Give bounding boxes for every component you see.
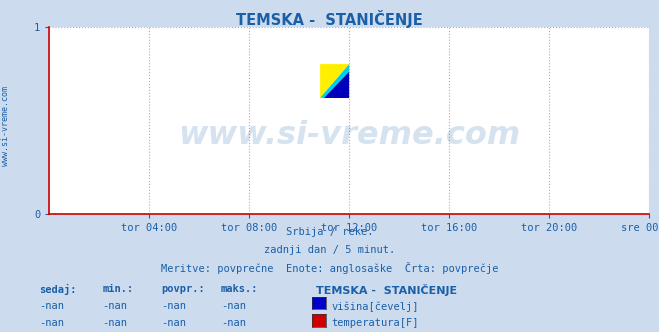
- Text: -nan: -nan: [221, 301, 246, 311]
- Text: www.si-vreme.com: www.si-vreme.com: [1, 86, 10, 166]
- Text: TEMSKA -  STANIČENJE: TEMSKA - STANIČENJE: [316, 284, 457, 296]
- Text: -nan: -nan: [102, 318, 127, 328]
- Text: maks.:: maks.:: [221, 284, 258, 294]
- Text: min.:: min.:: [102, 284, 133, 294]
- Text: višina[čevelj]: višina[čevelj]: [331, 301, 419, 312]
- Text: TEMSKA -  STANIČENJE: TEMSKA - STANIČENJE: [236, 10, 423, 28]
- Text: -nan: -nan: [161, 301, 186, 311]
- Text: sedaj:: sedaj:: [40, 284, 77, 295]
- Polygon shape: [324, 72, 349, 98]
- Text: Meritve: povprečne  Enote: anglosaške  Črta: povprečje: Meritve: povprečne Enote: anglosaške Črt…: [161, 262, 498, 274]
- Text: -nan: -nan: [161, 318, 186, 328]
- Text: -nan: -nan: [221, 318, 246, 328]
- Text: -nan: -nan: [40, 318, 65, 328]
- Text: povpr.:: povpr.:: [161, 284, 205, 294]
- Text: -nan: -nan: [102, 301, 127, 311]
- Text: www.si-vreme.com: www.si-vreme.com: [178, 120, 521, 151]
- Text: zadnji dan / 5 minut.: zadnji dan / 5 minut.: [264, 245, 395, 255]
- Text: Srbija / reke.: Srbija / reke.: [286, 227, 373, 237]
- Polygon shape: [320, 64, 349, 98]
- Text: -nan: -nan: [40, 301, 65, 311]
- Text: temperatura[F]: temperatura[F]: [331, 318, 419, 328]
- Polygon shape: [320, 64, 349, 98]
